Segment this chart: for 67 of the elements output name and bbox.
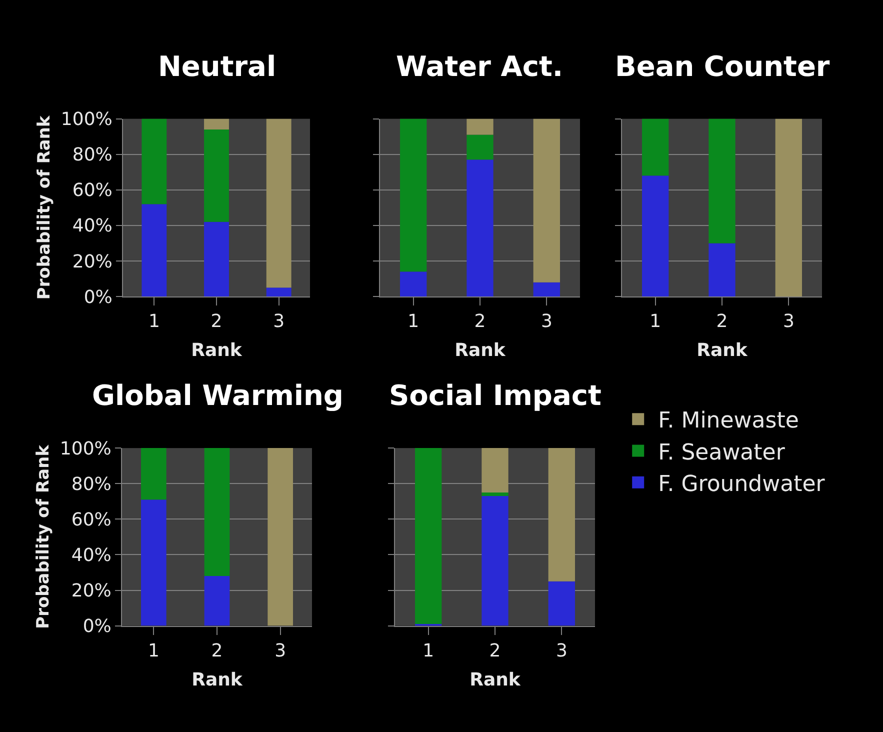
legend-label: F. Groundwater <box>658 472 826 497</box>
bar <box>415 448 442 624</box>
x-tick-label: 3 <box>782 311 794 332</box>
x-axis-title: Rank <box>454 340 506 362</box>
bar <box>548 448 575 582</box>
bar <box>141 500 166 626</box>
bar <box>204 129 229 222</box>
bar <box>204 448 230 576</box>
x-tick-label: 1 <box>148 311 160 332</box>
y-axis-title: Probability of Rank <box>33 444 54 629</box>
y-tick-label: 20% <box>71 580 112 602</box>
y-tick-label: 80% <box>72 144 112 166</box>
y-tick-label: 100% <box>60 438 112 460</box>
bar <box>533 282 560 297</box>
y-tick-label: 60% <box>72 180 112 202</box>
x-axis-title: Rank <box>696 340 748 362</box>
bar <box>266 118 292 288</box>
bar <box>142 118 167 204</box>
legend-label: F. Seawater <box>658 440 786 466</box>
bar <box>548 581 575 626</box>
bar <box>204 118 229 130</box>
chart-title: Global Warming <box>92 379 344 412</box>
chart-title: Bean Counter <box>615 50 830 83</box>
y-tick-label: 0% <box>82 616 112 638</box>
x-axis-title: Rank <box>191 340 243 362</box>
bar <box>141 448 166 500</box>
chart-title: Water Act. <box>396 50 564 83</box>
bar <box>482 496 508 626</box>
y-tick-label: 60% <box>71 509 112 530</box>
legend-label: F. Minewaste <box>658 408 799 434</box>
chart-title: Neutral <box>158 50 276 83</box>
bar <box>466 118 494 135</box>
x-tick-label: 2 <box>489 640 501 662</box>
x-tick-label: 3 <box>540 311 552 332</box>
x-tick-label: 2 <box>210 311 222 332</box>
x-tick-label: 2 <box>211 640 223 662</box>
y-tick-label: 0% <box>84 286 112 308</box>
x-tick-label: 1 <box>408 311 420 332</box>
x-tick-label: 1 <box>650 311 662 332</box>
bar <box>482 492 508 496</box>
x-tick-label: 1 <box>148 640 160 662</box>
bar <box>204 222 229 297</box>
bar <box>533 118 560 282</box>
y-tick-label: 80% <box>71 474 112 495</box>
x-tick-label: 2 <box>716 311 728 332</box>
x-tick-label: 3 <box>273 311 285 332</box>
bar <box>266 288 292 297</box>
bar <box>142 204 167 297</box>
bar <box>268 448 293 626</box>
bar <box>400 272 427 297</box>
bar <box>466 160 494 297</box>
bar <box>400 118 427 272</box>
y-tick-label: 40% <box>71 545 112 566</box>
x-tick-label: 2 <box>474 311 486 332</box>
y-tick-label: 40% <box>72 216 112 237</box>
y-axis-title: Probability of Rank <box>34 115 54 300</box>
y-tick-label: 100% <box>60 109 112 130</box>
bar <box>466 134 494 160</box>
x-axis-title: Rank <box>192 670 244 691</box>
bar <box>204 576 230 626</box>
x-tick-label: 3 <box>274 640 286 662</box>
bar <box>482 448 508 492</box>
x-axis-title: Rank <box>470 670 522 691</box>
x-tick-label: 1 <box>422 640 434 662</box>
chart-title: Social Impact <box>389 379 602 412</box>
y-tick-label: 20% <box>72 251 112 272</box>
x-tick-label: 3 <box>556 640 568 662</box>
